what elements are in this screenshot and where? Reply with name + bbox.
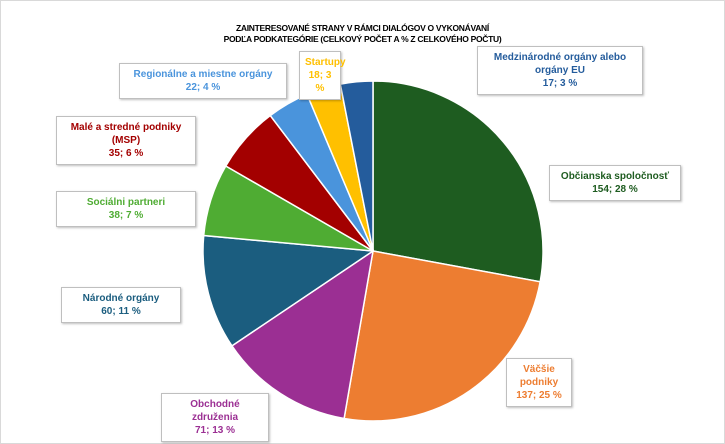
data-label: Sociálni partneri 38; 7 % (56, 191, 196, 227)
category-label: Malé a stredné podniky (MSP) (70, 122, 182, 146)
pie-slice (202, 234, 376, 347)
value-label: 22; 4 % (185, 82, 221, 93)
data-label: Obchodné združenia 71; 13 % (161, 393, 269, 442)
value-label: 18; 3 % (308, 70, 332, 94)
data-label: Väčšie podniky 137; 25 % (506, 358, 572, 407)
category-label: Občianska spoločnosť (560, 171, 670, 182)
value-label: 154; 28 % (592, 184, 638, 195)
pie-slice (343, 250, 542, 422)
value-label: 137; 25 % (516, 390, 562, 401)
data-label: Regionálne a miestne orgány 22; 4 % (119, 63, 287, 99)
category-label: Regionálne a miestne orgány (133, 69, 273, 80)
category-label: Medzinárodné orgány alebo orgány EU (493, 52, 627, 76)
value-label: 38; 7 % (108, 210, 144, 221)
chart-title: ZAINTERESOVANÉ STRANY V RÁMCI DIALÓGOV O… (236, 23, 489, 33)
value-label: 71; 13 % (194, 425, 236, 436)
pie-slice (372, 80, 544, 283)
category-label: Národné orgány (82, 293, 160, 304)
data-label: Startupy 18; 3 % (299, 51, 346, 100)
chart-title: PODĽA PODKATEGÓRIE (CELKOVÝ POČET A % Z … (223, 34, 502, 44)
category-label: Sociálni partneri (86, 197, 166, 208)
category-label: Obchodné združenia (190, 399, 240, 423)
pie-slice (230, 249, 375, 420)
data-label: Malé a stredné podniky (MSP) 35; 6 % (56, 116, 196, 165)
data-label: Národné orgány 60; 11 % (61, 287, 181, 323)
category-label: Startupy (305, 57, 346, 68)
value-label: 17; 3 % (542, 78, 578, 89)
value-label: 35; 6 % (108, 148, 144, 159)
data-label: Medzinárodné orgány alebo orgány EU 17; 3… (477, 46, 643, 95)
value-label: 60; 11 % (101, 306, 141, 317)
data-label: Občianska spoločnosť 154; 28 % (549, 165, 681, 201)
category-label: Väčšie podniky (519, 364, 559, 388)
